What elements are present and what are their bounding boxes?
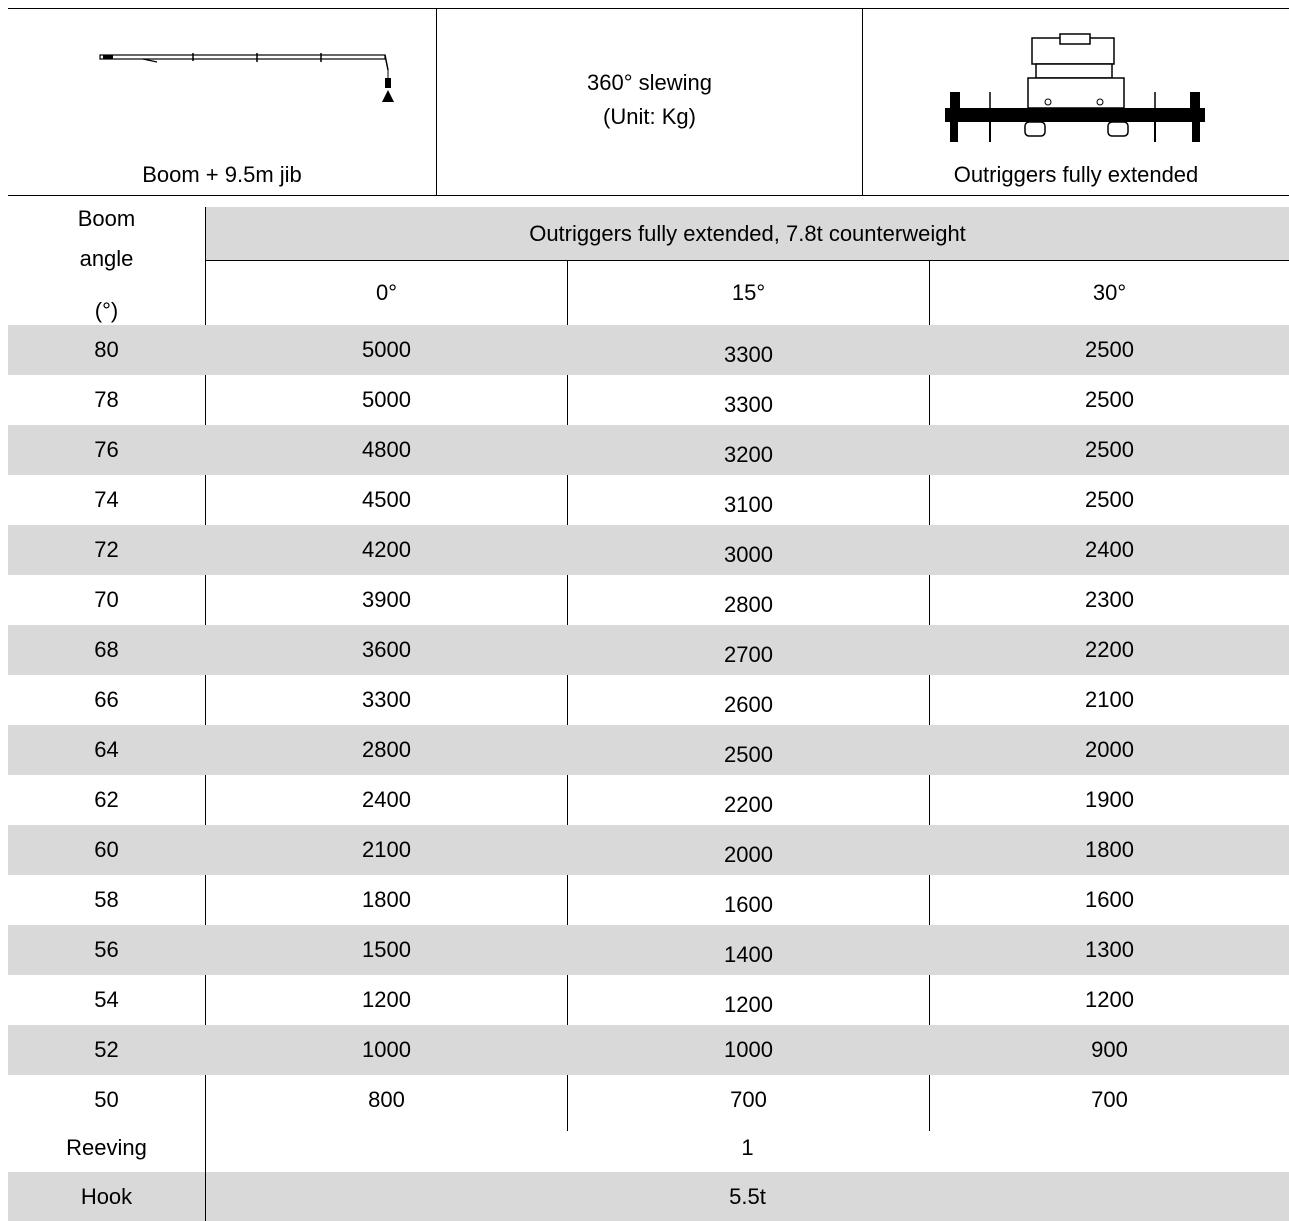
- capacity-cell: 3600: [362, 637, 411, 662]
- group-header: Outriggers fully extended, 7.8t counterw…: [206, 207, 1289, 260]
- capacity-cell: 2000: [1085, 737, 1134, 762]
- row-header-label-2: angle: [79, 246, 134, 271]
- capacity-cell: 2500: [1085, 487, 1134, 512]
- boom-angle-cell: 78: [94, 387, 119, 412]
- capacity-cell: 3300: [362, 687, 411, 712]
- capacity-cell: 1200: [362, 987, 411, 1012]
- capacity-cell: 5000: [362, 337, 411, 362]
- capacity-cell: 1800: [1085, 837, 1134, 862]
- crane-outriggers-icon: [945, 33, 1205, 142]
- capacity-cell: 2100: [1085, 687, 1134, 712]
- reeving-value: 1: [741, 1135, 754, 1160]
- capacity-cell: 3100: [724, 492, 773, 517]
- capacity-cell: 2100: [362, 837, 411, 862]
- boom-angle-cell: 50: [94, 1087, 119, 1112]
- capacity-cell: 2700: [724, 642, 773, 667]
- capacity-cell: 2800: [724, 592, 773, 617]
- table-row-background: [8, 425, 1289, 475]
- hook-value: 5.5t: [206, 1172, 1289, 1221]
- boom-angle-cell: 66: [94, 687, 119, 712]
- capacity-cell: 2000: [724, 842, 773, 867]
- boom-angle-cell: 58: [94, 887, 119, 912]
- capacity-cell: 2800: [362, 737, 411, 762]
- capacity-cell: 2500: [1085, 437, 1134, 462]
- capacity-cell: 3000: [724, 542, 773, 567]
- capacity-cell: 2500: [1085, 387, 1134, 412]
- group-header-bottom: [206, 260, 1289, 261]
- table-row-background: [8, 825, 1289, 875]
- boom-angle-cell: 56: [94, 937, 119, 962]
- capacity-cell: 1000: [724, 1037, 773, 1062]
- column-header-30: 30°: [1092, 279, 1127, 305]
- boom-angle-cell: 62: [94, 787, 119, 812]
- col-divider-2: [929, 261, 930, 1131]
- table-row-background: [8, 925, 1289, 975]
- slewing-label: 360° slewing: [587, 70, 712, 95]
- boom-angle-cell: 72: [94, 537, 119, 562]
- capacity-cell: 2500: [1085, 337, 1134, 362]
- capacity-cell: 2400: [1085, 537, 1134, 562]
- capacity-cell: 2300: [1085, 587, 1134, 612]
- header-right-caption: Outriggers fully extended: [953, 162, 1199, 187]
- top-border: [8, 8, 1289, 9]
- boom-angle-cell: 80: [94, 337, 119, 362]
- capacity-cell: 1600: [1085, 887, 1134, 912]
- table-row-background: [8, 525, 1289, 575]
- capacity-cell: 4800: [362, 437, 411, 462]
- capacity-cell: 1000: [362, 1037, 411, 1062]
- capacity-cell: 1800: [362, 887, 411, 912]
- capacity-cell: 1500: [362, 937, 411, 962]
- capacity-cell: 2600: [724, 692, 773, 717]
- table-row-background: [8, 1025, 1289, 1075]
- reeving-label: Reeving: [66, 1135, 147, 1160]
- boom-angle-cell: 76: [94, 437, 119, 462]
- col-divider-1: [567, 261, 568, 1131]
- table-row-background: [8, 325, 1289, 375]
- table-row-background: [8, 725, 1289, 775]
- capacity-cell: 1300: [1085, 937, 1134, 962]
- capacity-cell: 1400: [724, 942, 773, 967]
- capacity-cell: 2500: [724, 742, 773, 767]
- boom-angle-cell: 74: [94, 487, 119, 512]
- capacity-cell: 1200: [724, 992, 773, 1017]
- boom-angle-cell: 64: [94, 737, 119, 762]
- capacity-cell: 5000: [362, 387, 411, 412]
- capacity-cell: 900: [1091, 1037, 1128, 1062]
- capacity-cell: 700: [1091, 1087, 1128, 1112]
- table-row-background: [8, 625, 1289, 675]
- row-header-label-3: (°): [94, 298, 119, 323]
- capacity-cell: 3300: [724, 342, 773, 367]
- capacity-cell: 2200: [724, 792, 773, 817]
- boom-angle-cell: 70: [94, 587, 119, 612]
- header-divider-2: [862, 8, 863, 195]
- row-header-divider: [205, 207, 206, 1221]
- header-divider-1: [436, 8, 437, 195]
- row-header-label-1: Boom: [77, 206, 136, 231]
- capacity-cell: 2200: [1085, 637, 1134, 662]
- boom-angle-cell: 60: [94, 837, 119, 862]
- header-bottom-border: [8, 195, 1289, 196]
- capacity-cell: 800: [368, 1087, 405, 1112]
- boom-angle-cell: 54: [94, 987, 119, 1012]
- capacity-cell: 1900: [1085, 787, 1134, 812]
- capacity-cell: 4500: [362, 487, 411, 512]
- capacity-cell: 4200: [362, 537, 411, 562]
- capacity-cell: 1200: [1085, 987, 1134, 1012]
- capacity-cell: 1600: [724, 892, 773, 917]
- capacity-cell: 700: [730, 1087, 767, 1112]
- header-left-caption: Boom + 9.5m jib: [142, 162, 302, 187]
- capacity-cell: 3300: [724, 392, 773, 417]
- boom-angle-cell: 68: [94, 637, 119, 662]
- column-header-0: 0°: [375, 279, 398, 305]
- crane-boom-jib-icon: [99, 53, 394, 102]
- capacity-cell: 3200: [724, 442, 773, 467]
- hook-label: Hook: [8, 1172, 205, 1221]
- unit-label: (Unit: Kg): [603, 104, 696, 129]
- boom-angle-cell: 52: [94, 1037, 119, 1062]
- column-header-15: 15°: [731, 279, 766, 305]
- capacity-cell: 3900: [362, 587, 411, 612]
- capacity-cell: 2400: [362, 787, 411, 812]
